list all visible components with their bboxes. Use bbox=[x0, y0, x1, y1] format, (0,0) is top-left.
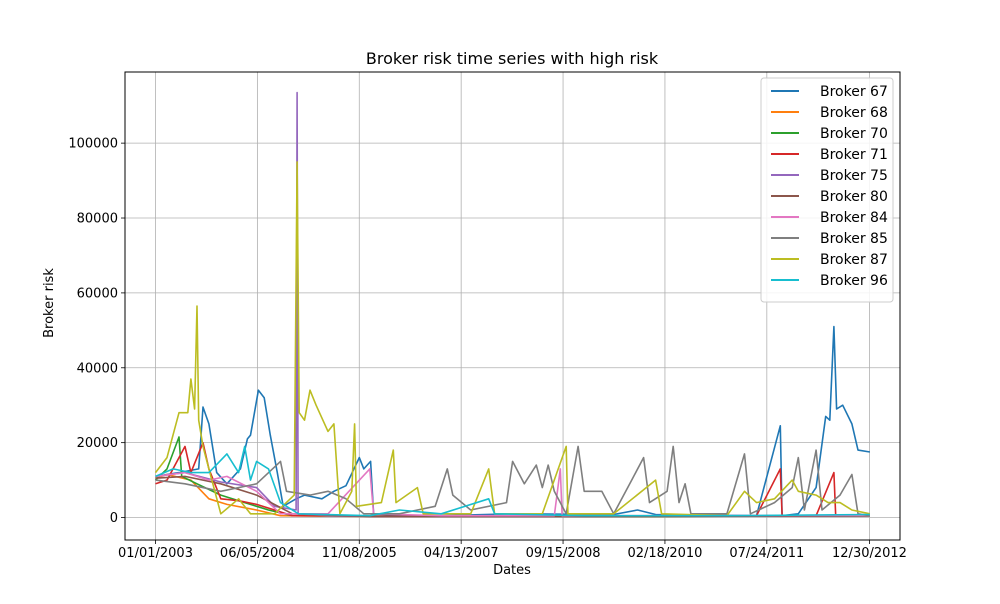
y-axis-label: Broker risk bbox=[42, 268, 57, 338]
y-tick-label: 20000 bbox=[77, 436, 118, 451]
y-axis-ticks: 0 20000 40000 60000 80000 100000 bbox=[68, 137, 125, 526]
series-lines bbox=[154, 91, 871, 518]
series-line bbox=[155, 441, 870, 517]
x-tick-label: 04/13/2007 bbox=[424, 546, 499, 561]
legend: Broker 67 Broker 68 Broker 70 Broker 71 Brok… bbox=[760, 77, 894, 303]
series-line bbox=[155, 325, 871, 517]
x-tick-label: 11/08/2005 bbox=[322, 546, 397, 561]
x-tick-label: 02/18/2010 bbox=[627, 546, 702, 561]
x-tick-label: 12/30/2012 bbox=[832, 546, 907, 561]
legend-entry: Broker 70 bbox=[820, 126, 888, 142]
y-tick-label: 60000 bbox=[77, 286, 118, 301]
legend-entry: Broker 68 bbox=[820, 105, 888, 121]
series-line bbox=[155, 473, 870, 518]
x-tick-label: 07/24/2011 bbox=[729, 546, 804, 561]
legend-entry: Broker 71 bbox=[820, 147, 888, 163]
y-tick-label: 0 bbox=[110, 511, 118, 526]
x-tick-label: 01/01/2003 bbox=[118, 546, 193, 561]
x-tick-label: 06/05/2004 bbox=[220, 546, 295, 561]
series-line bbox=[155, 445, 870, 517]
y-tick-label: 80000 bbox=[77, 212, 118, 227]
legend-entry: Broker 87 bbox=[820, 252, 888, 268]
chart-title: Broker risk time series with high risk bbox=[366, 49, 659, 68]
legend-entry: Broker 85 bbox=[820, 231, 888, 247]
legend-entry: Broker 96 bbox=[820, 273, 888, 289]
series-line bbox=[155, 445, 871, 517]
series-line bbox=[154, 161, 871, 517]
x-tick-label: 09/15/2008 bbox=[526, 546, 601, 561]
y-tick-label: 40000 bbox=[77, 361, 118, 376]
plot-frame bbox=[124, 71, 901, 541]
legend-entry: Broker 80 bbox=[820, 189, 888, 205]
legend-entry: Broker 75 bbox=[820, 168, 888, 184]
x-axis-ticks: 01/01/2003 06/05/2004 11/08/2005 04/13/2007… bbox=[118, 540, 907, 561]
y-tick-label: 100000 bbox=[68, 137, 118, 152]
legend-entry: Broker 84 bbox=[820, 210, 888, 226]
series-line bbox=[155, 468, 870, 517]
legend-entry: Broker 67 bbox=[820, 84, 888, 100]
x-axis-label: Dates bbox=[493, 563, 531, 578]
